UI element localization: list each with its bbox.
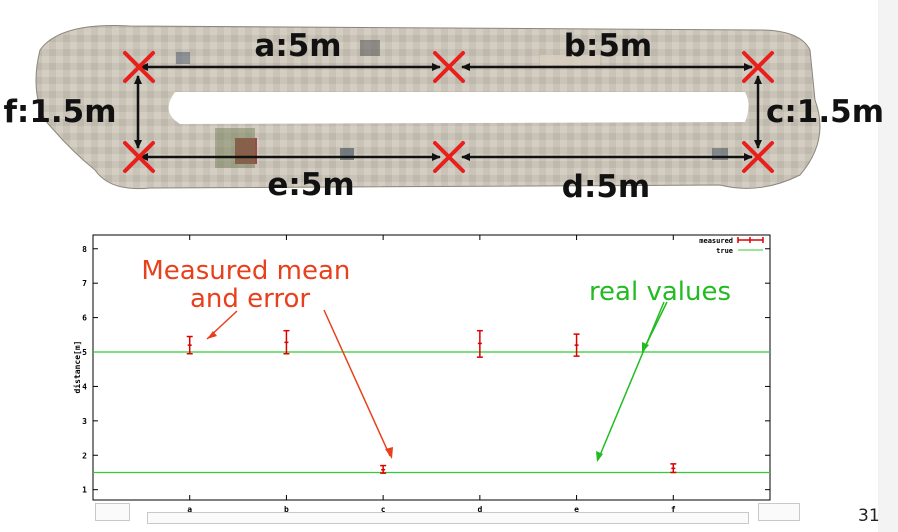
annotation-real-values: real values bbox=[589, 277, 731, 307]
error-bar bbox=[380, 464, 387, 474]
y-tick-label: 4 bbox=[82, 382, 87, 391]
legend-swatch-measured bbox=[737, 237, 764, 243]
x-axis-ticks: a b c d e f bbox=[187, 235, 676, 514]
segment-label-e: e:5m bbox=[267, 167, 354, 203]
x-marker-icon bbox=[123, 141, 155, 173]
right-edge-strip bbox=[878, 0, 898, 532]
x-marker-icon bbox=[433, 141, 465, 173]
measured-error-bars bbox=[186, 329, 677, 474]
x-tick-label: c bbox=[381, 505, 386, 514]
plot-frame bbox=[92, 234, 771, 501]
waypoint-markers bbox=[123, 51, 774, 173]
x-tick-label: f bbox=[671, 505, 676, 514]
y-axis-label: distance[m] bbox=[72, 341, 82, 394]
annotation-arrows bbox=[206, 301, 668, 462]
legend-label-true: true bbox=[716, 247, 733, 255]
legend: measured true bbox=[699, 237, 764, 255]
segment-label-c: c:1.5m bbox=[766, 94, 884, 130]
y-tick-label: 6 bbox=[82, 314, 87, 323]
x-tick-label: d bbox=[477, 505, 482, 514]
error-bar bbox=[476, 329, 483, 358]
y-tick-label: 2 bbox=[82, 451, 87, 460]
x-tick-label: b bbox=[284, 505, 289, 514]
page-number: 31 bbox=[858, 506, 880, 526]
error-bar bbox=[186, 335, 193, 355]
segment-label-d: d:5m bbox=[562, 169, 650, 205]
x-marker-icon bbox=[433, 51, 465, 83]
y-tick-label: 3 bbox=[82, 417, 87, 426]
error-bar bbox=[573, 333, 580, 357]
error-bar bbox=[670, 463, 677, 474]
distance-arrows bbox=[134, 63, 762, 161]
scrollbar-left-box[interactable] bbox=[95, 503, 130, 521]
segment-label-a: a:5m bbox=[254, 28, 341, 64]
true-value-lines bbox=[93, 351, 770, 474]
x-marker-icon bbox=[742, 141, 774, 173]
segment-label-f: f:1.5m bbox=[3, 94, 116, 130]
y-tick-label: 5 bbox=[82, 348, 87, 357]
x-marker-icon bbox=[123, 51, 155, 83]
x-tick-label: e bbox=[574, 505, 579, 514]
y-tick-label: 8 bbox=[82, 245, 87, 254]
annotation-measured: Measured mean and error bbox=[141, 256, 358, 314]
hallway-map: a:5m b:5m c:1.5m d:5m e:5m f:1.5m bbox=[3, 25, 884, 205]
y-tick-label: 7 bbox=[82, 279, 87, 288]
legend-label-measured: measured bbox=[699, 237, 733, 245]
scrollbar-right-box[interactable] bbox=[758, 503, 800, 521]
segment-label-b: b:5m bbox=[564, 28, 652, 64]
y-tick-label: 1 bbox=[82, 486, 87, 495]
y-axis-ticks: 1 2 3 4 5 6 7 8 bbox=[82, 245, 770, 495]
x-marker-icon bbox=[742, 51, 774, 83]
x-tick-label: a bbox=[187, 505, 192, 514]
horizontal-scrollbar[interactable] bbox=[147, 512, 749, 524]
error-bar bbox=[283, 329, 290, 355]
